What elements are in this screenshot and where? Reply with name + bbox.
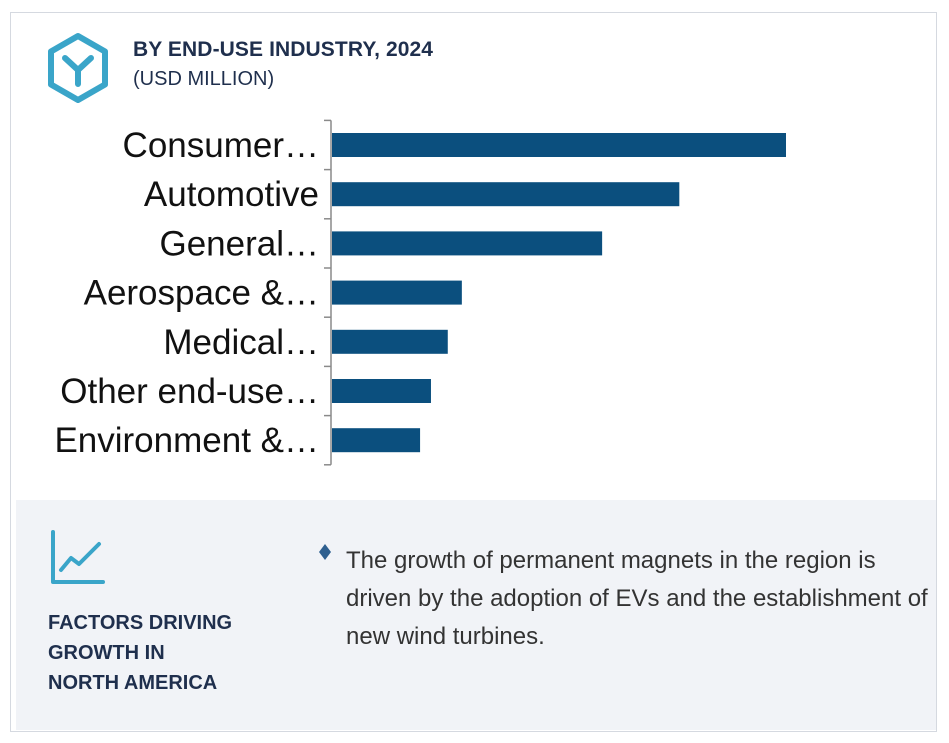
bar bbox=[332, 379, 431, 403]
bar bbox=[332, 428, 421, 453]
category-label: Medical… bbox=[163, 323, 319, 362]
line-chart-icon bbox=[51, 530, 105, 584]
category-label: Environment &… bbox=[54, 421, 319, 460]
factors-title-line: NORTH AMERICA bbox=[48, 672, 218, 694]
category-label: Consumer… bbox=[123, 126, 319, 165]
category-label: Other end-use… bbox=[60, 372, 319, 411]
chart-title: BY END-USE INDUSTRY, 2024 bbox=[133, 38, 434, 61]
diamond-bullet-icon bbox=[319, 544, 331, 560]
category-label: General… bbox=[159, 224, 319, 263]
bar-chart: Consumer… Automotive General… Aerospace &… M… bbox=[54, 119, 786, 466]
chart-subtitle: (USD MILLION) bbox=[133, 68, 275, 90]
factors-title-line: FACTORS DRIVING bbox=[48, 612, 233, 634]
hexagon-y-logo-icon bbox=[48, 33, 108, 103]
factors-panel: FACTORS DRIVING GROWTH IN NORTH AMERICA … bbox=[16, 500, 936, 730]
bar bbox=[332, 329, 448, 354]
category-label: Automotive bbox=[144, 175, 319, 214]
category-label: Aerospace &… bbox=[84, 274, 319, 313]
factors-description: The growth of permanent magnets in the r… bbox=[346, 547, 928, 650]
bar bbox=[332, 133, 786, 157]
factors-title: FACTORS DRIVING GROWTH IN NORTH AMERICA bbox=[48, 608, 288, 698]
bar bbox=[332, 280, 462, 305]
bar bbox=[332, 182, 680, 207]
factors-title-line: GROWTH IN bbox=[48, 642, 165, 664]
bar bbox=[332, 231, 603, 256]
